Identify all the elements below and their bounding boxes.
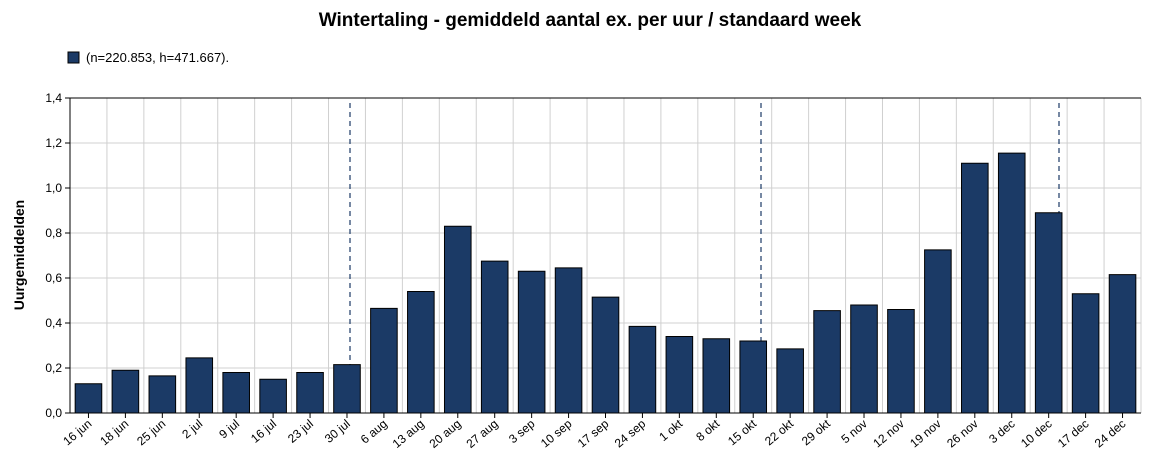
y-tick-label: 1,2 bbox=[45, 136, 62, 150]
bar bbox=[185, 357, 214, 414]
y-tick-label: 1,4 bbox=[45, 91, 62, 105]
bar bbox=[887, 309, 915, 414]
bar bbox=[665, 336, 694, 414]
bar bbox=[961, 162, 989, 414]
y-axis-label: Uurgemiddelden bbox=[11, 200, 27, 310]
bar bbox=[370, 307, 398, 414]
y-tick-label: 0,0 bbox=[45, 406, 62, 420]
bar bbox=[813, 310, 841, 414]
bar bbox=[259, 378, 287, 414]
x-tick-label: 17 sep bbox=[575, 416, 612, 450]
x-tick-label: 29 okt bbox=[799, 416, 834, 448]
bar bbox=[591, 296, 620, 414]
x-tick-label: 6 aug bbox=[358, 417, 390, 447]
x-tick-label: 10 dec bbox=[1018, 417, 1055, 451]
x-tick-label: 26 nov bbox=[944, 417, 981, 451]
chart-title: Wintertaling - gemiddeld aantal ex. per … bbox=[319, 10, 862, 31]
bar bbox=[296, 372, 324, 414]
bar bbox=[997, 152, 1026, 414]
x-tick-label: 22 okt bbox=[762, 416, 797, 448]
x-tick-label: 12 nov bbox=[870, 417, 907, 451]
x-tick-label: 24 sep bbox=[612, 416, 649, 450]
x-tick-label: 3 sep bbox=[506, 416, 538, 446]
bar bbox=[1034, 212, 1063, 414]
bar bbox=[776, 348, 804, 414]
x-tick-label: 15 okt bbox=[725, 416, 760, 448]
x-tick-label: 17 dec bbox=[1055, 417, 1092, 451]
x-tick-label: 20 aug bbox=[427, 417, 464, 451]
bar bbox=[517, 270, 546, 414]
bar bbox=[628, 325, 657, 414]
legend-swatch bbox=[67, 51, 80, 64]
bar bbox=[111, 369, 140, 414]
bar bbox=[443, 225, 472, 414]
x-tick-label: 16 jul bbox=[248, 417, 279, 446]
y-tick-label: 0,2 bbox=[45, 361, 62, 375]
x-tick-label: 19 nov bbox=[907, 417, 944, 451]
bar bbox=[480, 260, 509, 414]
bar bbox=[1071, 293, 1100, 414]
x-tick-label: 9 jul bbox=[216, 417, 242, 442]
x-tick-label: 30 jul bbox=[322, 417, 353, 446]
x-tick-label: 16 jun bbox=[60, 417, 94, 449]
x-tick-label: 27 aug bbox=[464, 417, 501, 451]
bar bbox=[333, 364, 361, 414]
bar bbox=[739, 340, 768, 414]
bar bbox=[1108, 274, 1137, 414]
x-tick-label: 25 jun bbox=[134, 417, 168, 449]
legend-label: (n=220.853, h=471.667). bbox=[86, 50, 229, 65]
y-tick-label: 0,4 bbox=[45, 316, 62, 330]
y-tick-label: 1,0 bbox=[45, 181, 62, 195]
x-tick-label: 5 nov bbox=[838, 417, 869, 447]
x-tick-label: 13 aug bbox=[390, 417, 427, 451]
x-tick-label: 24 dec bbox=[1092, 417, 1129, 451]
x-tick-label: 18 jun bbox=[97, 417, 131, 449]
bar bbox=[850, 304, 878, 414]
y-tick-label: 0,8 bbox=[45, 226, 62, 240]
bar bbox=[702, 338, 731, 414]
bar bbox=[148, 375, 177, 414]
bar bbox=[924, 249, 952, 414]
x-tick-label: 1 okt bbox=[656, 416, 685, 444]
bar bbox=[74, 383, 103, 414]
bar bbox=[407, 291, 435, 414]
x-tick-label: 23 jul bbox=[285, 417, 316, 446]
bar bbox=[554, 267, 583, 414]
x-tick-label: 10 sep bbox=[538, 416, 575, 450]
x-tick-label: 3 dec bbox=[986, 417, 1017, 447]
x-tick-label: 2 jul bbox=[179, 417, 205, 442]
y-tick-label: 0,6 bbox=[45, 271, 62, 285]
bar bbox=[222, 372, 250, 414]
x-tick-label: 8 okt bbox=[693, 416, 722, 444]
